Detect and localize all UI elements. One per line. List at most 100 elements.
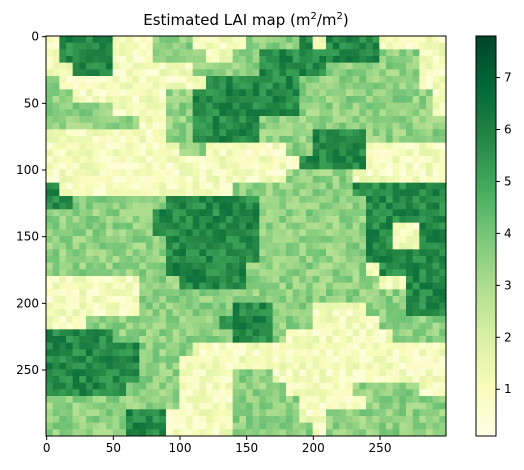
heatmap-cell	[312, 42, 320, 50]
heatmap-cell	[86, 102, 93, 110]
heatmap-cell	[252, 309, 260, 317]
heatmap-cell	[399, 302, 407, 310]
heatmap-cell	[199, 402, 207, 410]
heatmap-cell	[139, 236, 147, 243]
heatmap-cell	[66, 262, 73, 270]
heatmap-cell	[46, 196, 53, 203]
heatmap-cell	[352, 202, 360, 210]
heatmap-cell	[339, 396, 347, 403]
heatmap-cell	[366, 129, 373, 137]
heatmap-cell	[92, 89, 100, 97]
heatmap-cell	[399, 122, 407, 130]
heatmap-cell	[346, 262, 353, 270]
heatmap-cell	[106, 169, 113, 177]
heatmap-cell	[366, 376, 373, 383]
heatmap-cell	[46, 202, 53, 210]
heatmap-cell	[192, 209, 200, 217]
heatmap-cell	[252, 149, 260, 157]
heatmap-cell	[132, 42, 140, 50]
heatmap-cell	[292, 322, 300, 330]
heatmap-cell	[406, 142, 413, 150]
heatmap-cell	[52, 376, 60, 383]
heatmap-cell	[66, 109, 73, 117]
heatmap-cell	[406, 389, 413, 397]
heatmap-cell	[412, 376, 420, 383]
heatmap-cell	[419, 409, 427, 417]
heatmap-cell	[232, 122, 240, 130]
heatmap-cell	[126, 222, 133, 230]
heatmap-cell	[292, 89, 300, 97]
heatmap-cell	[426, 129, 433, 137]
heatmap-cell	[206, 389, 213, 397]
heatmap-cell	[299, 169, 307, 177]
x-tick-label: 100	[169, 441, 192, 455]
heatmap-cell	[166, 382, 173, 390]
heatmap-cell	[252, 336, 260, 343]
heatmap-cell	[99, 42, 107, 50]
heatmap-cell	[286, 222, 293, 230]
heatmap-cell	[139, 262, 147, 270]
heatmap-cell	[246, 256, 253, 263]
heatmap-cell	[386, 409, 393, 417]
heatmap-cell	[52, 369, 60, 377]
heatmap-cell	[312, 322, 320, 330]
heatmap-cell	[146, 336, 153, 343]
heatmap-cell	[132, 322, 140, 330]
heatmap-cell	[366, 82, 373, 90]
heatmap-cell	[259, 149, 267, 157]
heatmap-cell	[386, 149, 393, 157]
heatmap-cell	[359, 249, 367, 257]
heatmap-cell	[172, 49, 180, 57]
heatmap-cell	[406, 209, 413, 217]
heatmap-cell	[339, 356, 347, 363]
heatmap-cell	[392, 136, 400, 143]
heatmap-cell	[119, 276, 127, 283]
heatmap-cell	[439, 36, 447, 43]
heatmap-cell	[399, 322, 407, 330]
heatmap-cell	[232, 176, 240, 183]
heatmap-cell	[312, 422, 320, 430]
heatmap-cell	[186, 189, 193, 197]
heatmap-cell	[412, 369, 420, 377]
colorbar-tick-label: 5	[504, 174, 512, 188]
heatmap-cell	[312, 269, 320, 277]
heatmap-cell	[46, 182, 53, 190]
heatmap-cell	[339, 162, 347, 170]
heatmap-cell	[372, 109, 380, 117]
heatmap-cell	[139, 389, 147, 397]
heatmap-cell	[232, 409, 240, 417]
heatmap-cell	[372, 302, 380, 310]
heatmap-cell	[259, 402, 267, 410]
heatmap-cell	[139, 76, 147, 83]
heatmap-cell	[139, 369, 147, 377]
heatmap-cell	[312, 116, 320, 123]
heatmap-cell	[86, 249, 93, 257]
heatmap-cell	[146, 262, 153, 270]
heatmap-cell	[352, 289, 360, 297]
heatmap-cell	[286, 162, 293, 170]
heatmap-cell	[66, 56, 73, 63]
heatmap-cell	[292, 82, 300, 90]
heatmap-cell	[186, 322, 193, 330]
heatmap-cell	[246, 422, 253, 430]
heatmap-cell	[79, 149, 87, 157]
heatmap-cell	[326, 102, 333, 110]
heatmap-cell	[372, 402, 380, 410]
heatmap-cell	[412, 276, 420, 283]
heatmap-cell	[192, 302, 200, 310]
heatmap-cell	[406, 162, 413, 170]
heatmap-cell	[212, 76, 220, 83]
heatmap-cell	[392, 362, 400, 370]
heatmap-cell	[426, 362, 433, 370]
heatmap-cell	[379, 316, 387, 323]
heatmap-cell	[386, 129, 393, 137]
heatmap-cell	[66, 49, 73, 57]
heatmap-cell	[372, 209, 380, 217]
heatmap-cell	[232, 349, 240, 357]
heatmap-cell	[419, 76, 427, 83]
heatmap-cell	[426, 229, 433, 237]
heatmap-cell	[366, 296, 373, 303]
heatmap-cell	[92, 329, 100, 337]
heatmap-cell	[186, 242, 193, 250]
heatmap-cell	[79, 216, 87, 223]
